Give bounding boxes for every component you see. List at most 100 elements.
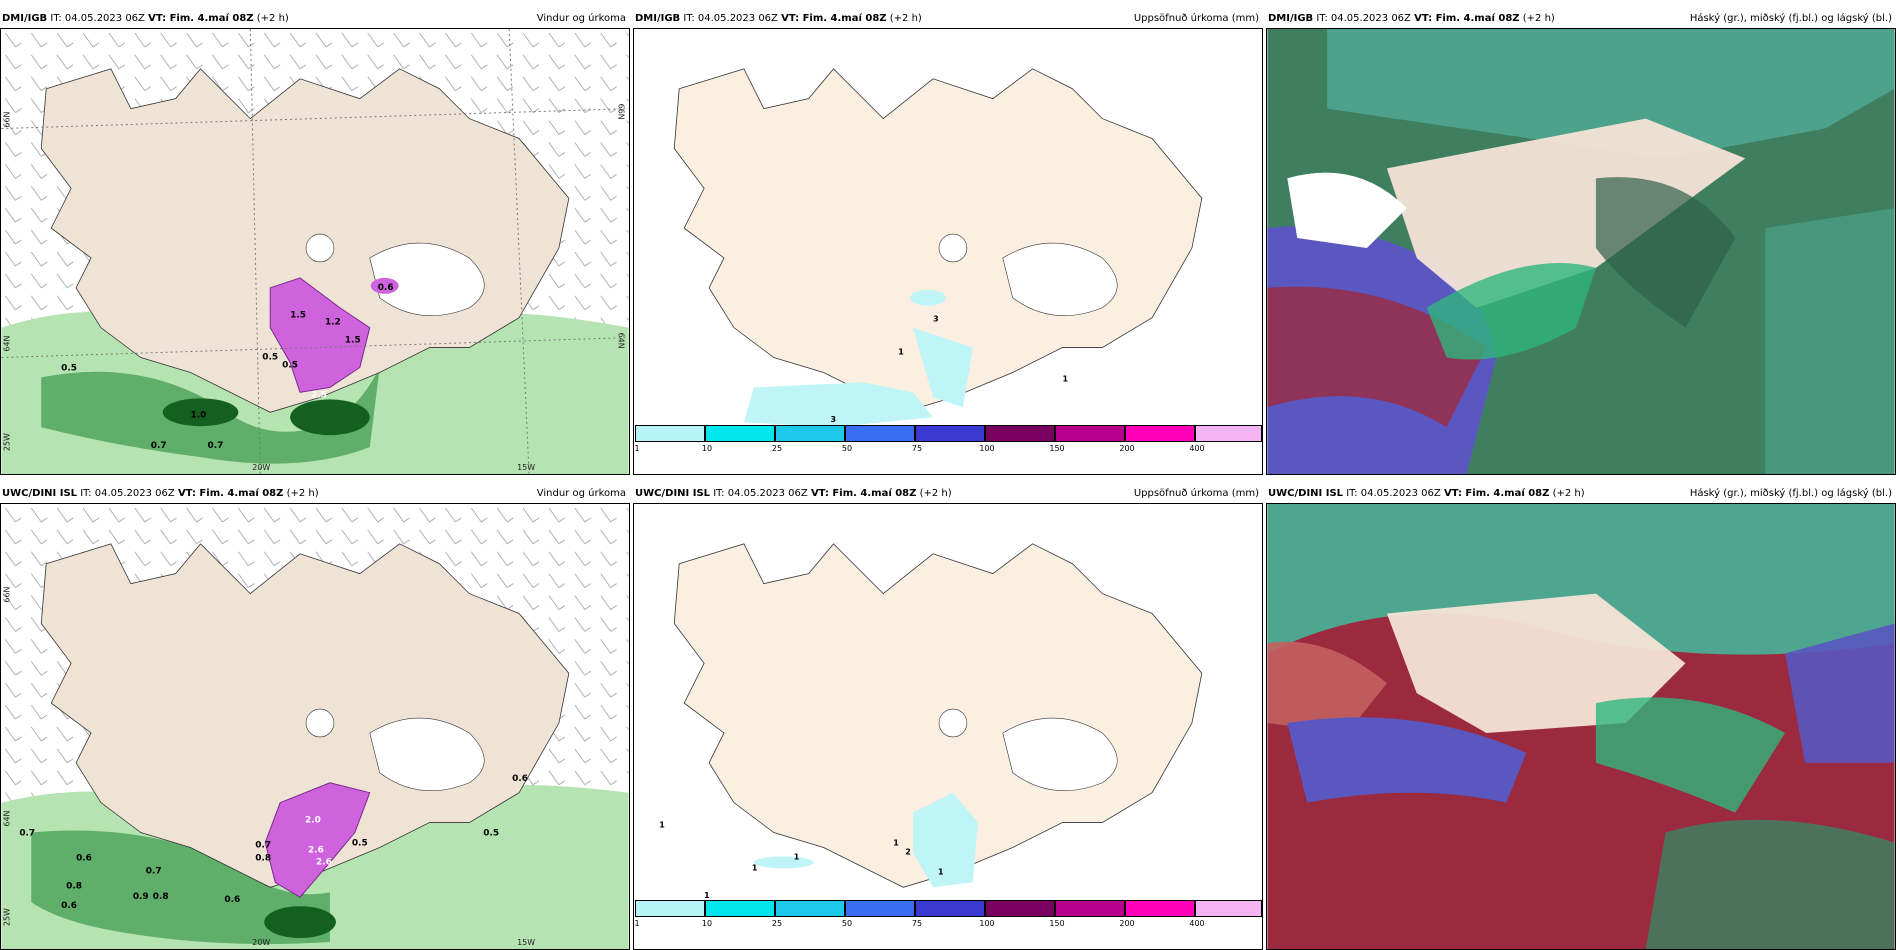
valid-time: VT: Fim. 4.maí 08Z [148, 13, 254, 24]
colorbar-swatch [775, 425, 845, 442]
cloud-map[interactable] [1266, 28, 1896, 475]
colorbar-tick: 200 [1119, 919, 1135, 928]
lon-label: 20W [252, 938, 270, 947]
accum-label: 1 [938, 867, 944, 876]
valid-time: VT: Fim. 4.maí 08Z [810, 488, 917, 499]
precip-label: 0.8 [255, 853, 271, 863]
panel-header: DMI/IGB IT: 04.05.2023 06Z VT: Fim. 4.ma… [2, 10, 626, 28]
issue-time: IT: 04.05.2023 06Z [1316, 13, 1411, 24]
accum-label: 1 [704, 891, 710, 900]
colorbar-swatch [915, 425, 985, 442]
lead-time: (+2 h) [1522, 13, 1555, 24]
model-source: DMI/IGB [1268, 13, 1314, 24]
precip-label: 0.8 [66, 881, 82, 891]
colorbar-swatch [1195, 425, 1262, 442]
precip-label: 0.7 [255, 840, 271, 850]
accum-label: 1 [893, 838, 899, 847]
colorbar-tick: 400 [1189, 444, 1205, 453]
colorbar-tick: 400 [1189, 919, 1205, 928]
panel-header: UWC/DINI ISL IT: 04.05.2023 06Z VT: Fim.… [2, 485, 626, 503]
panel-title: Uppsöfnuð úrkoma (mm) [1133, 488, 1259, 499]
model-source: UWC/DINI ISL [1268, 488, 1344, 499]
precip-label: 0.6 [378, 283, 394, 293]
precip-label: 0.6 [224, 895, 240, 905]
model-source: UWC/DINI ISL [2, 488, 78, 499]
model-source: DMI/IGB [2, 13, 48, 24]
colorbar-tick: 10 [701, 919, 713, 928]
accum-label: 1 [752, 863, 758, 872]
precip-label: 1.0 [191, 410, 207, 420]
panel-accum-dmi: DMI/IGB IT: 04.05.2023 06Z VT: Fim. 4.ma… [633, 10, 1263, 475]
precip-label: 0.6 [76, 853, 92, 863]
panel-title: Uppsöfnuð úrkoma (mm) [1133, 13, 1259, 24]
colorbar-swatch [1125, 425, 1195, 442]
colorbar-swatch [705, 900, 775, 917]
lat-label: 64N [617, 333, 626, 349]
lon-label: 15W [517, 938, 535, 947]
issue-time: IT: 04.05.2023 06Z [683, 13, 778, 24]
wind-precip-map[interactable]: 0.7 0.6 0.7 0.8 0.9 0.8 0.6 0.6 0.6 0.5 … [0, 503, 630, 950]
panel-header: UWC/DINI ISL IT: 04.05.2023 06Z VT: Fim.… [635, 485, 1259, 503]
lon-label: 25W [2, 433, 11, 451]
panel-cloud-dmi: DMI/IGB IT: 04.05.2023 06Z VT: Fim. 4.ma… [1266, 10, 1896, 475]
precip-label: 0.8 [153, 892, 169, 902]
panel-accum-uwc: UWC/DINI ISL IT: 04.05.2023 06Z VT: Fim.… [633, 485, 1263, 950]
accum-label: 1 [659, 821, 665, 830]
wind-precip-map[interactable]: 1.5 1.2 0.6 1.5 0.5 0.5 0.5 2.5 1.0 0.7 … [0, 28, 630, 475]
precip-label: 1.2 [325, 318, 341, 328]
colorbar-tick: 100 [979, 919, 995, 928]
panel-cloud-uwc: UWC/DINI ISL IT: 04.05.2023 06Z VT: Fim.… [1266, 485, 1896, 950]
colorbar-tick: 75 [911, 444, 923, 453]
accum-label: 1 [794, 852, 800, 861]
lat-label: 64N [2, 810, 11, 826]
precip-label: 0.7 [207, 441, 223, 451]
precip-label: 1.5 [290, 311, 306, 321]
colorbar-swatch [985, 425, 1055, 442]
precip-label: 0.7 [19, 829, 35, 839]
cloud-map[interactable] [1266, 503, 1896, 950]
precip-label: 2.5 [311, 390, 327, 400]
precip-label: 0.7 [151, 441, 167, 451]
colorbar-swatch [985, 900, 1055, 917]
colorbar-tick: 50 [841, 919, 853, 928]
model-source: UWC/DINI ISL [635, 488, 711, 499]
colorbar-swatch [1195, 900, 1262, 917]
precip-label: 0.5 [61, 363, 77, 373]
model-source: DMI/IGB [635, 13, 681, 24]
panel-wind-dmi: DMI/IGB IT: 04.05.2023 06Z VT: Fim. 4.ma… [0, 10, 630, 475]
lat-label: 66N [2, 586, 11, 602]
panel-header: UWC/DINI ISL IT: 04.05.2023 06Z VT: Fim.… [1268, 485, 1892, 503]
accum-label: 2 [905, 847, 911, 856]
precip-label: 0.7 [146, 866, 162, 876]
precip-label: 0.5 [483, 829, 499, 839]
colorbar-tick: 1 [634, 919, 640, 928]
lead-time: (+2 h) [889, 13, 922, 24]
colorbar-tick: 150 [1049, 444, 1065, 453]
valid-time: VT: Fim. 4.maí 08Z [177, 488, 284, 499]
issue-time: IT: 04.05.2023 06Z [1346, 488, 1441, 499]
precip-label: 2.6 [316, 857, 332, 867]
precip-label: 0.6 [512, 774, 528, 784]
colorbar-tick: 100 [979, 444, 995, 453]
valid-time: VT: Fim. 4.maí 08Z [1443, 488, 1550, 499]
panel-title: Háský (gr.), miðský (fj.bl.) og lágský (… [1689, 13, 1892, 24]
colorbar-tick: 50 [841, 444, 853, 453]
colorbar-tick: 25 [771, 444, 783, 453]
lon-label: 15W [517, 463, 535, 472]
precip-label: 2.0 [305, 816, 321, 826]
precip-label: 0.5 [262, 353, 278, 363]
colorbar: 1 10 25 50 75 100 150 200 400 [634, 425, 1262, 455]
lat-label: 66N [2, 111, 11, 127]
precip-label: 2.6 [308, 845, 324, 855]
colorbar-swatch [635, 425, 705, 442]
lon-label: 25W [2, 908, 11, 926]
colorbar-swatch [845, 900, 915, 917]
colorbar-swatch [705, 425, 775, 442]
lon-label: 20W [252, 463, 270, 472]
accum-precip-map[interactable]: 1 1 1 1 1 2 2 1 [633, 503, 1263, 950]
colorbar-swatch [1125, 900, 1195, 917]
accum-label: 3 [933, 315, 939, 324]
accum-precip-map[interactable]: 3 1 1 3 [633, 28, 1263, 475]
colorbar-swatch [1055, 425, 1125, 442]
lead-time: (+2 h) [1552, 488, 1585, 499]
